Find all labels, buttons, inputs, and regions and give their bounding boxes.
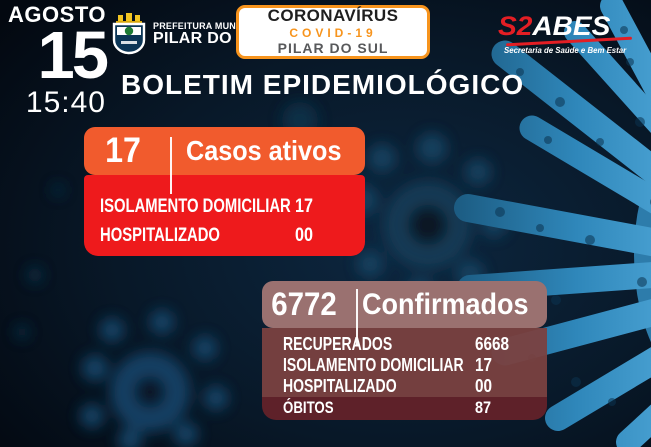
stat-value: 00 <box>475 376 493 396</box>
date-block: AGOSTO 15 15:40 <box>2 2 109 119</box>
stat-label: RECUPERADOS <box>283 334 393 354</box>
stat-row-recuperados: RECUPERADOS 6668 <box>283 334 547 355</box>
stat-label: ISOLAMENTO DOMICILIAR <box>100 196 291 217</box>
sabes-name: ABES <box>532 11 611 41</box>
confirmed-value: 6772 <box>271 286 337 322</box>
stat-value: 87 <box>475 398 492 417</box>
stat-value: 00 <box>295 225 313 246</box>
obitos-highlight-band: ÓBITOS 87 <box>262 397 547 420</box>
confirmed-header: 6772 Confirmados <box>262 281 547 328</box>
active-cases-header: 17 Casos ativos <box>84 127 365 175</box>
stat-row-isolamento: ISOLAMENTO DOMICILIAR 17 <box>283 355 547 376</box>
city-logo-line1: PREFEITURA MUNICIPAL <box>153 20 266 31</box>
active-cases-value: 17 <box>105 131 141 170</box>
date-day: 15 <box>37 18 109 93</box>
date-time: 15:40 <box>25 85 106 119</box>
stat-value: 6668 <box>475 334 510 354</box>
stat-label: HOSPITALIZADO <box>100 225 220 246</box>
date-month: AGOSTO <box>8 2 106 27</box>
coronavirus-badge: CORONAVÍRUS COVID-19 PILAR DO SUL <box>236 5 430 59</box>
active-header-divider <box>170 137 172 194</box>
stat-row-hospitalizado: HOSPITALIZADO 00 <box>100 221 365 250</box>
sabes-tagline: Secretaria de Saúde e Bem Estar <box>504 45 627 55</box>
stat-value: 17 <box>475 355 493 375</box>
city-crest-icon <box>112 13 146 55</box>
stat-label: HOSPITALIZADO <box>283 376 397 396</box>
stat-row-obitos: ÓBITOS 87 <box>283 397 547 418</box>
badge-coronavirus-label: CORONAVÍRUS <box>267 6 399 26</box>
stat-label: ISOLAMENTO DOMICILIAR <box>283 355 464 375</box>
sabes-wordmark: S2ABES <box>498 13 610 40</box>
active-cases-body: ISOLAMENTO DOMICILIAR 17 HOSPITALIZADO 0… <box>84 175 365 256</box>
stat-value: 17 <box>295 196 313 217</box>
confirmed-label: Confirmados <box>361 287 529 321</box>
stat-row-isolamento: ISOLAMENTO DOMICILIAR 17 <box>100 192 365 221</box>
active-cases-label: Casos ativos <box>186 135 342 166</box>
sabes-logo: S2ABES Secretaria de Saúde e Bem Estar <box>498 13 648 58</box>
confirmed-card: 6772 Confirmados RECUPERADOS 6668 ISOLAM… <box>262 281 547 420</box>
badge-city-label: PILAR DO SUL <box>277 40 389 57</box>
badge-covid19-label: COVID-19 <box>289 26 377 41</box>
stat-label: ÓBITOS <box>283 398 334 417</box>
sabes-mark: S2 <box>498 11 533 41</box>
page-title: BOLETIM EPIDEMIOLÓGICO <box>121 69 525 100</box>
active-cases-card: 17 Casos ativos ISOLAMENTO DOMICILIAR 17… <box>84 127 365 256</box>
confirmed-header-divider <box>356 289 358 346</box>
confirmed-body: RECUPERADOS 6668 ISOLAMENTO DOMICILIAR 1… <box>262 328 547 397</box>
stat-row-hospitalizado: HOSPITALIZADO 00 <box>283 376 547 397</box>
